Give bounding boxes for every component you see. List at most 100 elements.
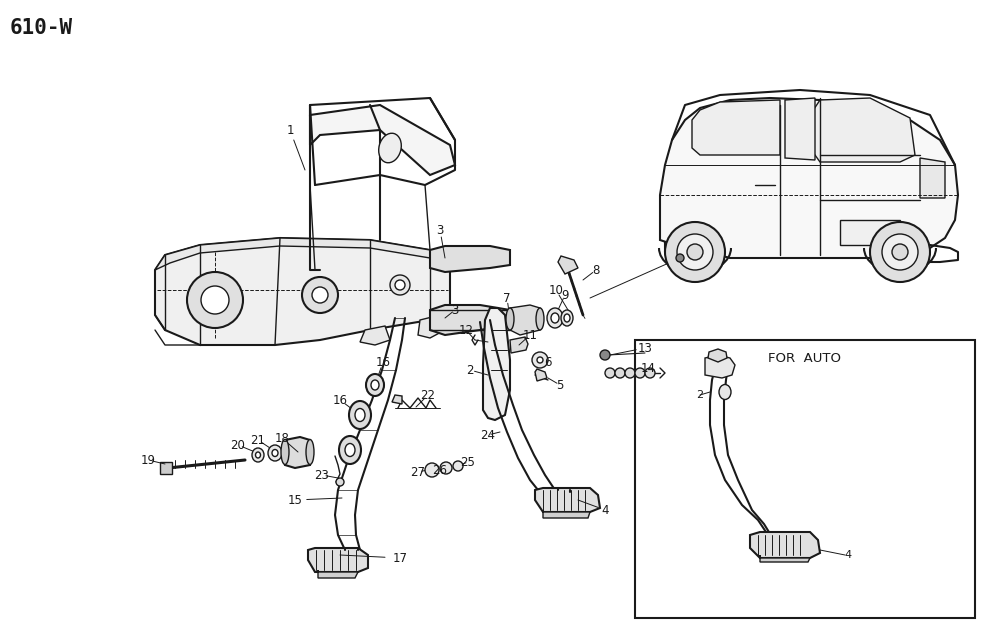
- Ellipse shape: [371, 380, 379, 390]
- Polygon shape: [692, 100, 780, 155]
- Circle shape: [440, 462, 452, 474]
- Circle shape: [665, 222, 725, 282]
- Ellipse shape: [256, 452, 261, 458]
- Circle shape: [676, 254, 684, 262]
- Ellipse shape: [306, 440, 314, 465]
- Text: 16: 16: [376, 356, 390, 369]
- Text: 17: 17: [392, 551, 407, 565]
- Polygon shape: [155, 238, 450, 270]
- Polygon shape: [705, 355, 735, 378]
- Circle shape: [390, 275, 410, 295]
- Text: 8: 8: [593, 263, 600, 276]
- Polygon shape: [483, 308, 510, 420]
- Polygon shape: [318, 570, 358, 578]
- Text: 6: 6: [544, 356, 552, 369]
- Bar: [635, 340, 975, 618]
- Circle shape: [312, 287, 328, 303]
- Text: 10: 10: [549, 283, 564, 297]
- Ellipse shape: [268, 445, 282, 461]
- Circle shape: [677, 234, 713, 270]
- Circle shape: [605, 368, 615, 378]
- Text: 25: 25: [461, 456, 476, 469]
- Polygon shape: [510, 305, 540, 335]
- Circle shape: [635, 368, 645, 378]
- Circle shape: [600, 350, 610, 360]
- Circle shape: [336, 478, 344, 486]
- Text: 19: 19: [141, 453, 156, 467]
- Polygon shape: [360, 326, 390, 345]
- Text: 27: 27: [410, 465, 425, 478]
- Text: 3: 3: [436, 224, 444, 237]
- Polygon shape: [535, 488, 600, 512]
- Ellipse shape: [272, 449, 278, 456]
- Polygon shape: [285, 437, 310, 468]
- Ellipse shape: [281, 440, 289, 465]
- Text: 18: 18: [275, 431, 289, 444]
- Text: 22: 22: [420, 388, 435, 401]
- Ellipse shape: [536, 308, 544, 330]
- Ellipse shape: [719, 385, 731, 399]
- Ellipse shape: [366, 374, 384, 396]
- Polygon shape: [750, 532, 820, 558]
- Polygon shape: [430, 246, 510, 272]
- Text: 5: 5: [556, 378, 564, 392]
- Text: 7: 7: [503, 292, 510, 304]
- Circle shape: [187, 272, 243, 328]
- Text: 24: 24: [481, 428, 496, 442]
- Text: 12: 12: [459, 324, 474, 337]
- Circle shape: [892, 244, 908, 260]
- Text: 11: 11: [522, 328, 537, 342]
- Polygon shape: [510, 337, 528, 353]
- Circle shape: [537, 357, 543, 363]
- Text: 610-W: 610-W: [10, 18, 73, 38]
- Ellipse shape: [561, 310, 573, 326]
- Text: 1: 1: [286, 124, 293, 137]
- Circle shape: [687, 244, 703, 260]
- Ellipse shape: [252, 448, 264, 462]
- Circle shape: [532, 352, 548, 368]
- Text: 23: 23: [314, 469, 329, 481]
- Ellipse shape: [339, 436, 361, 464]
- Ellipse shape: [349, 401, 371, 429]
- Circle shape: [425, 463, 439, 477]
- Circle shape: [625, 368, 635, 378]
- Text: 20: 20: [231, 438, 246, 451]
- Polygon shape: [155, 238, 450, 345]
- Text: 21: 21: [251, 433, 266, 447]
- Bar: [840, 220, 900, 245]
- Polygon shape: [535, 369, 547, 381]
- Circle shape: [645, 368, 655, 378]
- Circle shape: [882, 234, 918, 270]
- Text: 26: 26: [432, 463, 448, 476]
- Circle shape: [870, 222, 930, 282]
- Polygon shape: [392, 395, 402, 404]
- Polygon shape: [785, 98, 815, 160]
- Polygon shape: [810, 98, 915, 162]
- Polygon shape: [418, 315, 445, 338]
- Ellipse shape: [355, 408, 365, 422]
- Text: 13: 13: [637, 342, 652, 354]
- Text: 16: 16: [333, 394, 348, 406]
- Text: 2: 2: [697, 390, 704, 400]
- Circle shape: [615, 368, 625, 378]
- Polygon shape: [708, 349, 727, 362]
- Polygon shape: [308, 548, 368, 572]
- Ellipse shape: [547, 308, 563, 328]
- Polygon shape: [558, 256, 578, 274]
- Ellipse shape: [379, 133, 401, 163]
- Polygon shape: [920, 158, 945, 198]
- Ellipse shape: [564, 314, 570, 322]
- Polygon shape: [760, 555, 810, 562]
- Text: 2: 2: [466, 363, 474, 376]
- Ellipse shape: [551, 313, 559, 323]
- Polygon shape: [430, 305, 510, 335]
- Polygon shape: [660, 98, 958, 258]
- Text: 15: 15: [287, 494, 302, 506]
- Circle shape: [201, 286, 229, 314]
- Polygon shape: [310, 105, 455, 175]
- Text: 14: 14: [640, 362, 655, 374]
- Circle shape: [395, 280, 405, 290]
- Text: 4: 4: [844, 550, 851, 560]
- Text: FOR  AUTO: FOR AUTO: [768, 351, 841, 365]
- Circle shape: [302, 277, 338, 313]
